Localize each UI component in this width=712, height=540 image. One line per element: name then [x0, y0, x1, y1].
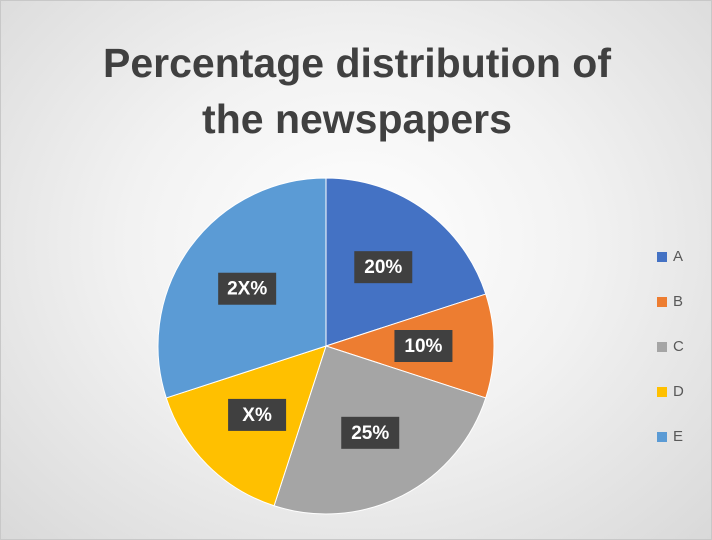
- label-box: [394, 330, 453, 362]
- label-box: [228, 398, 287, 431]
- chart-title: Percentage distribution of the newspaper…: [103, 40, 611, 142]
- legend-swatch: [657, 342, 667, 352]
- label-box: [354, 251, 413, 284]
- legend-label: B: [673, 293, 683, 310]
- legend-label: C: [673, 338, 684, 355]
- legend-label: A: [673, 248, 683, 265]
- label-box: [218, 272, 277, 305]
- legend-swatch: [657, 297, 667, 307]
- legend-label: D: [673, 383, 684, 400]
- legend-label: E: [673, 428, 683, 445]
- data-label: 10%: [404, 336, 442, 357]
- legend-swatch: [657, 387, 667, 397]
- data-label: 20%: [364, 257, 402, 278]
- label-box: [341, 416, 400, 449]
- data-label: 2X%: [227, 279, 267, 300]
- data-label: X%: [242, 405, 272, 426]
- legend-swatch: [657, 252, 667, 262]
- data-label: 25%: [351, 423, 389, 444]
- legend-swatch: [657, 432, 667, 442]
